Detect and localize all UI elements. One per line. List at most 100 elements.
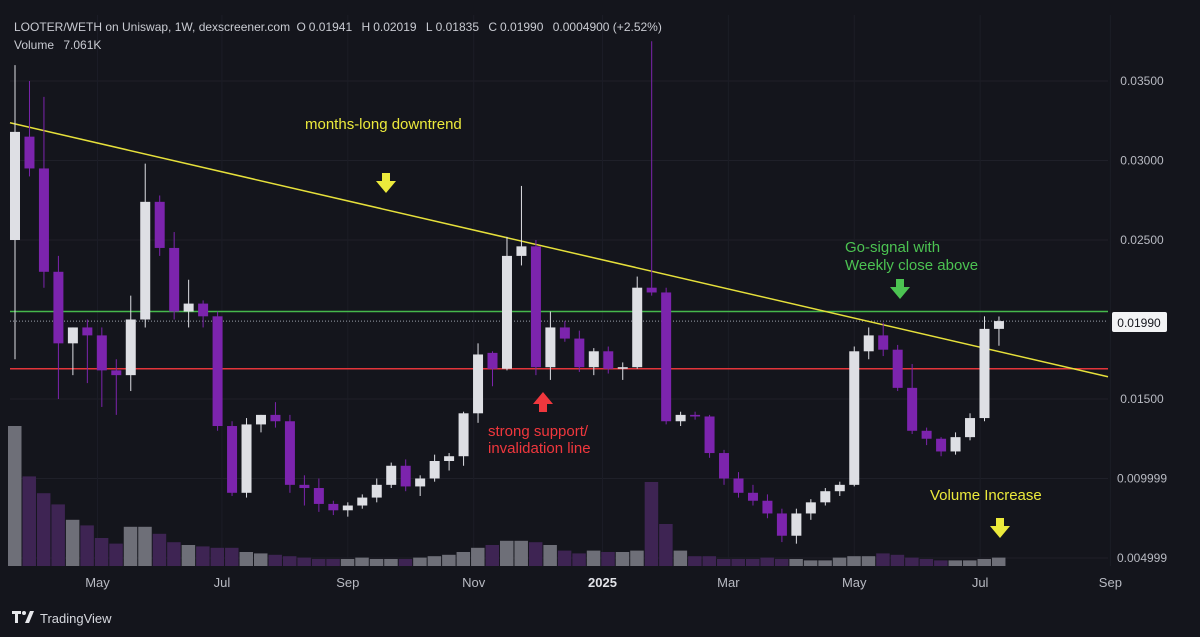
volume-bar	[22, 476, 36, 566]
candle[interactable]	[67, 327, 78, 344]
price-axis[interactable]: 0.03500 0.03000 0.02500 0.01500 0.009999 0.00…	[1117, 74, 1167, 565]
footer-brand[interactable]: TradingView	[12, 610, 112, 627]
volume-bar	[919, 559, 934, 566]
candle[interactable]	[125, 319, 136, 376]
volume-bar	[297, 557, 311, 566]
time-axis[interactable]: May Jul Sep Nov 2025 Mar May Jul Sep	[85, 575, 1122, 590]
candle[interactable]	[965, 418, 976, 438]
candle[interactable]	[241, 424, 252, 493]
candle[interactable]	[342, 505, 353, 511]
candle[interactable]	[111, 370, 122, 376]
tradingview-logo-icon	[12, 610, 34, 627]
candle[interactable]	[950, 437, 961, 452]
candle[interactable]	[545, 327, 556, 368]
candle[interactable]	[154, 201, 165, 248]
candle[interactable]	[762, 500, 773, 514]
volume-bar	[847, 556, 861, 566]
candle[interactable]	[617, 367, 628, 369]
candle[interactable]	[979, 328, 990, 419]
candle[interactable]	[791, 513, 802, 536]
candle[interactable]	[313, 488, 324, 504]
candle[interactable]	[907, 387, 918, 431]
candles[interactable]	[10, 41, 1004, 544]
ohlc-high: H 0.02019	[362, 20, 420, 34]
candle[interactable]	[733, 478, 744, 493]
candle[interactable]	[444, 456, 455, 461]
candle[interactable]	[183, 303, 194, 312]
candle[interactable]	[284, 421, 295, 485]
candle[interactable]	[690, 414, 701, 417]
candle[interactable]	[140, 201, 151, 320]
candle[interactable]	[603, 351, 614, 369]
candle[interactable]	[38, 168, 49, 272]
candle[interactable]	[516, 246, 527, 256]
candle[interactable]	[501, 255, 512, 369]
candle[interactable]	[386, 465, 397, 485]
candle[interactable]	[10, 131, 20, 240]
candle[interactable]	[487, 352, 498, 369]
volume-bar	[557, 550, 572, 566]
candle[interactable]	[820, 491, 831, 503]
candle[interactable]	[632, 287, 643, 368]
candle[interactable]	[834, 484, 845, 492]
volume-bar	[644, 482, 659, 566]
candle[interactable]	[227, 426, 238, 493]
candle[interactable]	[270, 414, 281, 422]
candle[interactable]	[892, 349, 903, 388]
volume-bar	[702, 556, 717, 566]
candle[interactable]	[473, 354, 484, 414]
candle[interactable]	[921, 430, 932, 439]
candle[interactable]	[863, 335, 874, 352]
volume-bar	[442, 554, 456, 566]
candle[interactable]	[458, 413, 469, 457]
volume-bar	[731, 559, 745, 566]
candle[interactable]	[805, 502, 816, 514]
candle[interactable]	[704, 416, 715, 454]
volume-value: 7.061K	[63, 38, 102, 52]
candle[interactable]	[198, 303, 209, 317]
candle[interactable]	[96, 335, 107, 371]
volume-bar	[36, 493, 51, 566]
candle[interactable]	[559, 327, 570, 339]
time-tick-label: Sep	[336, 575, 359, 590]
candle[interactable]	[299, 484, 310, 489]
candle[interactable]	[24, 136, 35, 169]
candle[interactable]	[661, 292, 672, 422]
candle[interactable]	[588, 351, 599, 368]
candle[interactable]	[993, 321, 1004, 329]
candle[interactable]	[212, 316, 223, 427]
volume-bar	[572, 553, 586, 566]
high-label: H	[361, 20, 371, 34]
trendline[interactable]	[9, 122, 1109, 378]
candle[interactable]	[371, 484, 382, 498]
volume-bar	[427, 556, 442, 566]
candle[interactable]	[53, 271, 64, 344]
candle[interactable]	[849, 351, 860, 485]
candle[interactable]	[400, 465, 411, 487]
candle[interactable]	[429, 460, 440, 479]
candle[interactable]	[719, 453, 730, 479]
candle[interactable]	[415, 478, 426, 487]
candle[interactable]	[357, 497, 368, 506]
volume-bar	[499, 540, 514, 566]
volume-bar	[745, 559, 760, 566]
candle[interactable]	[82, 327, 93, 336]
candle[interactable]	[169, 247, 180, 312]
candle[interactable]	[747, 492, 758, 501]
candle[interactable]	[776, 513, 787, 536]
volume-bar	[803, 560, 818, 566]
candle[interactable]	[255, 414, 266, 425]
candle[interactable]	[646, 287, 657, 293]
candle[interactable]	[878, 335, 889, 350]
candle[interactable]	[936, 438, 947, 452]
price-tick-label: 0.02500	[1120, 233, 1164, 247]
ohlc-open: O 0.01941	[296, 20, 355, 34]
candle[interactable]	[574, 338, 585, 368]
candle[interactable]	[530, 246, 541, 368]
volume-bar	[861, 556, 876, 566]
annotation-support-line-2: invalidation line	[488, 440, 591, 457]
candle[interactable]	[675, 414, 686, 422]
candle[interactable]	[328, 503, 339, 511]
